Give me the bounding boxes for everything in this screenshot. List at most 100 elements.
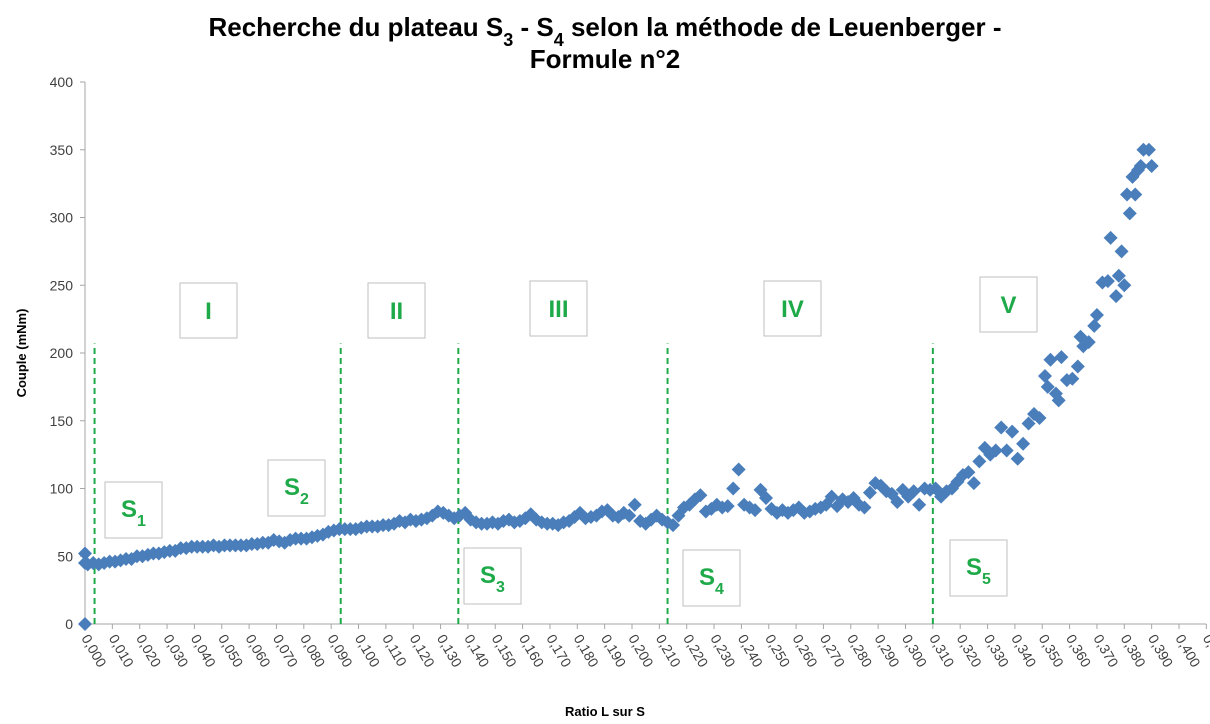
y-tick-label: 150 [50, 413, 74, 429]
x-tick-label: 0,100 [352, 632, 383, 671]
x-tick-label: 0,050 [215, 632, 246, 671]
level-box [267, 459, 326, 517]
data-point [1051, 393, 1066, 408]
data-point [1109, 289, 1124, 304]
data-point [1043, 352, 1058, 367]
x-tick-label: 0,130 [434, 632, 465, 671]
data-point [425, 508, 440, 523]
x-tick-label: 0,110 [379, 632, 410, 670]
zone-box [179, 282, 238, 339]
data-point [862, 485, 877, 500]
x-tick-label: 0,210 [653, 632, 684, 671]
data-point [994, 420, 1009, 435]
x-tick-label: 0,080 [297, 632, 328, 671]
x-tick-label: 0,020 [133, 632, 164, 671]
x-tick-label: 0,060 [243, 632, 274, 671]
level-subscript: 2 [300, 491, 309, 508]
x-tick-label: 0,260 [790, 632, 821, 671]
x-tick-label: 0,040 [188, 632, 219, 671]
data-point [1133, 159, 1148, 174]
data-point [759, 490, 774, 505]
x-tick-label: 0,290 [872, 632, 903, 671]
level-box [682, 549, 741, 607]
data-point [1144, 159, 1159, 174]
data-point [1021, 416, 1036, 431]
level-letter: S [699, 564, 715, 591]
x-tick-label: 0,090 [325, 632, 356, 671]
level-subscript: 3 [496, 579, 505, 596]
data-point [452, 508, 467, 523]
level-label: S4 [699, 564, 724, 598]
y-tick-label: 300 [50, 210, 74, 226]
x-tick-label: 0,230 [707, 632, 738, 671]
x-tick-label: 0,360 [1063, 632, 1094, 671]
x-tick-label: 0,190 [598, 632, 629, 671]
title-text: - S [513, 12, 553, 42]
x-tick-label: 0,120 [407, 632, 438, 671]
data-point [1117, 278, 1132, 293]
level-letter: S [284, 474, 300, 501]
data-point [1103, 230, 1118, 245]
data-point [748, 503, 763, 518]
title-subscript: 4 [554, 30, 564, 50]
level-box [463, 547, 522, 605]
data-point [78, 617, 92, 631]
data-point [666, 518, 681, 533]
x-tick-label: 0,170 [543, 632, 574, 671]
x-tick-label: 0,220 [680, 632, 711, 671]
data-point [627, 497, 642, 512]
zone-label: V [1000, 292, 1016, 319]
data-point [1010, 451, 1025, 466]
data-point [671, 508, 686, 523]
zone-box [979, 276, 1038, 333]
zone-box [367, 282, 426, 339]
x-tick-label: 0,410 [1200, 632, 1210, 671]
chart-title-line2: Formule n°2 [530, 44, 681, 74]
data-point [1120, 187, 1135, 202]
data-point [720, 499, 735, 514]
y-axis-label: Couple (mNm) [14, 309, 29, 398]
x-tick-label: 0,270 [817, 632, 848, 671]
data-point [1070, 359, 1085, 374]
y-tick-label: 250 [50, 277, 74, 293]
level-label: S3 [480, 562, 505, 596]
level-letter: S [121, 496, 137, 523]
y-tick-label: 200 [50, 345, 74, 361]
data-point [1122, 206, 1137, 221]
data-point [693, 488, 708, 503]
data-point [622, 508, 637, 523]
data-point [1114, 244, 1129, 259]
data-point [1111, 268, 1126, 283]
zone-box [529, 280, 588, 337]
y-tick-label: 0 [65, 616, 73, 632]
data-point [999, 443, 1014, 458]
data-point [1087, 318, 1102, 333]
data-point [1037, 369, 1052, 384]
zone-label: III [548, 296, 568, 323]
title-subscript: 3 [503, 30, 513, 50]
y-tick-label: 400 [50, 74, 74, 90]
title-text: Recherche du plateau S [208, 12, 503, 42]
x-tick-label: 0,030 [160, 632, 191, 671]
level-label: S1 [121, 496, 146, 530]
zone-box [763, 280, 822, 337]
level-label: S2 [284, 474, 309, 508]
x-tick-label: 0,140 [461, 632, 492, 671]
zone-label: II [390, 298, 403, 325]
data-point [912, 497, 927, 512]
x-tick-label: 0,330 [981, 632, 1012, 671]
title-text: selon la méthode de Leuenberger - [564, 12, 1002, 42]
data-point [966, 476, 981, 491]
y-tick-label: 100 [50, 481, 74, 497]
data-point [906, 484, 921, 499]
data-point [1089, 308, 1104, 323]
data-point [988, 443, 1003, 458]
data-point [1065, 371, 1080, 386]
x-tick-label: 0,280 [844, 632, 875, 671]
level-letter: S [480, 562, 496, 589]
data-point [857, 500, 872, 515]
level-box [949, 539, 1008, 597]
x-tick-label: 0,370 [1090, 632, 1121, 671]
x-tick-label: 0,200 [625, 632, 656, 671]
x-tick-label: 0,000 [78, 632, 109, 671]
